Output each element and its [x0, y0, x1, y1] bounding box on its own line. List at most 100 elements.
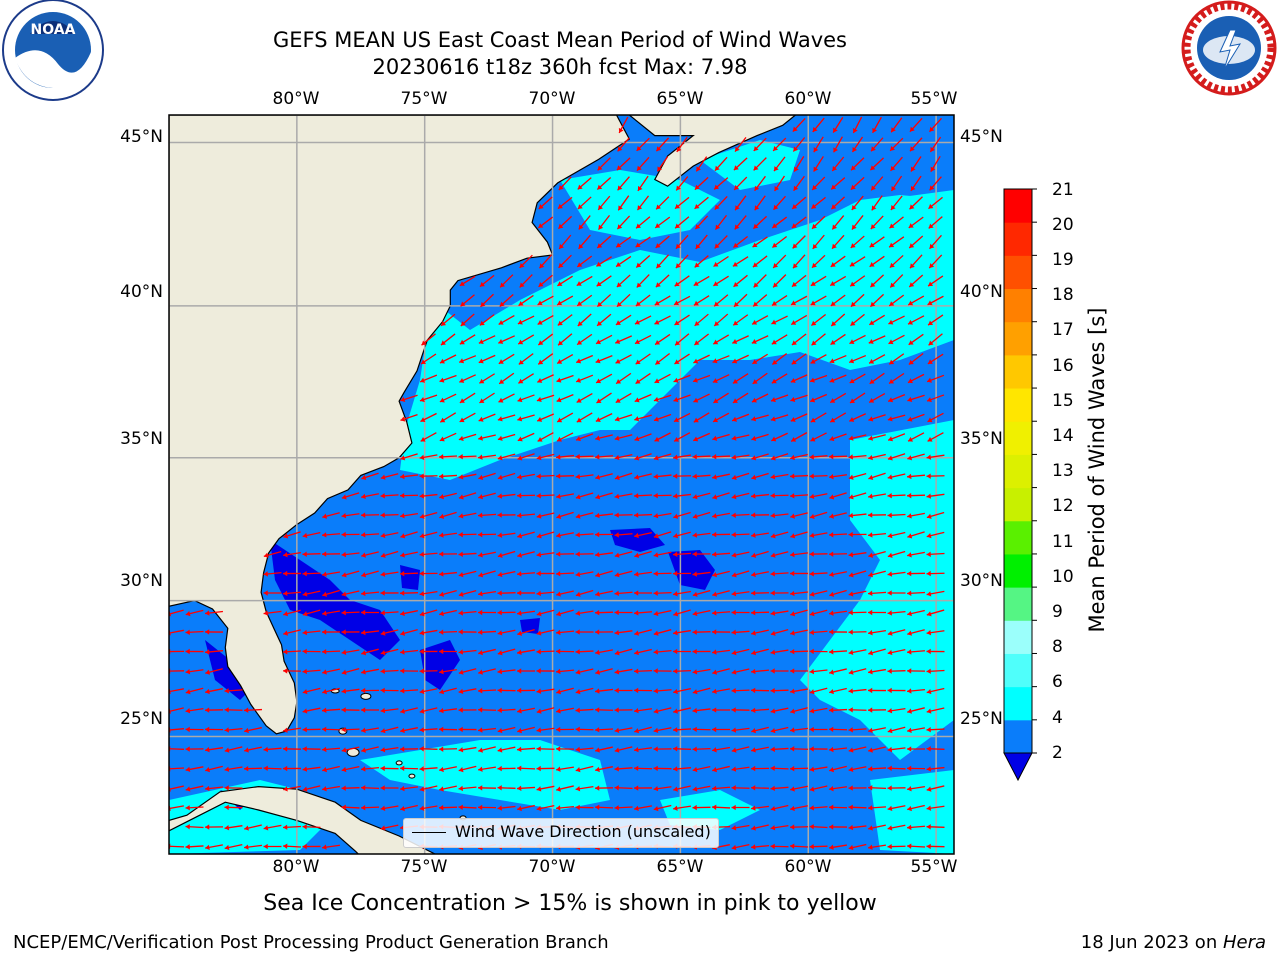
direction-arrow-head — [673, 551, 678, 557]
direction-arrow-head — [907, 455, 913, 461]
direction-arrow-head — [556, 629, 561, 636]
direction-arrow-head — [695, 224, 701, 230]
direction-arrow-head — [341, 727, 346, 733]
direction-arrow-head — [577, 340, 583, 345]
lat-tick-right: 45°N — [960, 127, 1003, 147]
colorbar-segment — [1004, 487, 1032, 522]
direction-arrow-head — [618, 127, 624, 133]
direction-arrow-head — [634, 552, 640, 558]
direction-arrow-head — [770, 610, 776, 616]
direction-arrow-head — [380, 571, 386, 577]
direction-arrow-head — [908, 223, 914, 228]
direction-arrow-head — [692, 629, 697, 635]
cuba-land — [169, 785, 437, 854]
direction-arrow-head — [635, 359, 641, 365]
direction-arrow-head — [616, 165, 622, 171]
direction-arrow-head — [731, 629, 736, 636]
direction-arrow-head — [616, 282, 622, 288]
lon-tick-top: 55°W — [910, 89, 958, 109]
direction-arrow-head — [283, 570, 288, 577]
direction-arrow-head — [577, 184, 583, 190]
direction-arrow-head — [634, 512, 639, 518]
direction-arrow-head — [536, 533, 542, 539]
direction-arrow-head — [302, 648, 307, 655]
direction-arrow-head — [419, 591, 425, 597]
direction-arrow-head — [653, 688, 658, 694]
direction-arrow-head — [733, 165, 739, 171]
direction-arrow-head — [517, 668, 522, 674]
direction-arrow-head — [848, 688, 854, 694]
direction-arrow-head — [439, 610, 444, 617]
direction-arrow-head — [712, 551, 717, 558]
direction-arrow-head — [518, 378, 524, 384]
direction-arrow-head — [871, 205, 877, 211]
direction-arrow-head — [733, 320, 739, 326]
direction-arrow-head — [517, 590, 522, 596]
direction-arrow-head — [770, 649, 776, 655]
direction-arrow-head — [849, 398, 855, 403]
direction-arrow-head — [400, 533, 406, 539]
direction-arrow-head — [499, 301, 505, 307]
bahamas-island — [408, 773, 416, 779]
direction-arrow-head — [926, 493, 932, 499]
direction-arrow-head — [812, 243, 818, 249]
colorbar-segment — [1004, 553, 1032, 588]
colorbar-tick: 12 — [1052, 496, 1074, 516]
direction-arrow-head — [674, 281, 680, 287]
direction-arrow-head — [439, 358, 445, 364]
direction-arrow-head — [653, 708, 659, 714]
direction-arrow-head — [926, 513, 932, 519]
direction-arrow-head — [617, 224, 623, 230]
direction-arrow-head — [790, 533, 796, 539]
direction-arrow-head — [830, 417, 836, 423]
direction-arrow-head — [400, 396, 406, 403]
direction-arrow-head — [926, 648, 931, 655]
direction-arrow-head — [497, 765, 502, 772]
direction-arrow-head — [419, 688, 425, 695]
direction-arrow-head — [926, 688, 932, 695]
direction-arrow-head — [361, 629, 366, 636]
direction-arrow-head — [848, 844, 854, 851]
direction-arrow-head — [322, 513, 328, 519]
direction-arrow-head — [889, 378, 895, 384]
direction-arrow-head — [870, 301, 876, 307]
direction-arrow-head — [458, 688, 464, 695]
direction-arrow-head — [848, 591, 854, 597]
direction-arrow-head — [537, 300, 543, 306]
direction-arrow-head — [654, 300, 660, 306]
direction-arrow-head — [557, 300, 563, 306]
direction-arrow-head — [848, 435, 854, 441]
direction-arrow-head — [224, 727, 229, 733]
colorbar-segment — [1004, 421, 1032, 455]
direction-arrow-head — [829, 513, 834, 519]
direction-arrow-head — [341, 512, 347, 519]
direction-arrow-head — [887, 728, 893, 734]
direction-arrow-head — [731, 844, 737, 851]
lat-tick-left: 30°N — [120, 571, 163, 591]
direction-arrow-head — [616, 301, 622, 307]
direction-arrow-head — [400, 610, 405, 617]
direction-arrow-head — [283, 649, 288, 655]
direction-arrow-head — [185, 708, 191, 714]
direction-arrow-head — [322, 726, 327, 733]
direction-arrow-head — [829, 532, 834, 538]
direction-arrow-head — [263, 765, 268, 771]
direction-arrow-head — [907, 630, 913, 636]
direction-arrow-head — [829, 494, 835, 500]
direction-arrow-head — [380, 728, 386, 734]
direction-arrow-head — [848, 785, 853, 791]
direction-arrow-head — [380, 650, 386, 656]
direction-arrow-head — [673, 786, 678, 792]
colorbar-segment — [1004, 288, 1032, 323]
direction-arrow-head — [674, 320, 680, 325]
direction-arrow-head — [341, 688, 347, 694]
direction-arrow-head — [692, 532, 698, 538]
direction-arrow-head — [420, 417, 426, 423]
wave-period-4-6s-zone — [700, 140, 800, 190]
wave-period-4-6s-zone — [400, 190, 954, 480]
direction-arrow-head — [575, 513, 581, 519]
direction-arrow-head — [770, 474, 776, 480]
direction-arrow-head — [557, 320, 563, 326]
direction-arrow-head — [478, 707, 483, 713]
direction-arrow-head — [753, 282, 759, 288]
